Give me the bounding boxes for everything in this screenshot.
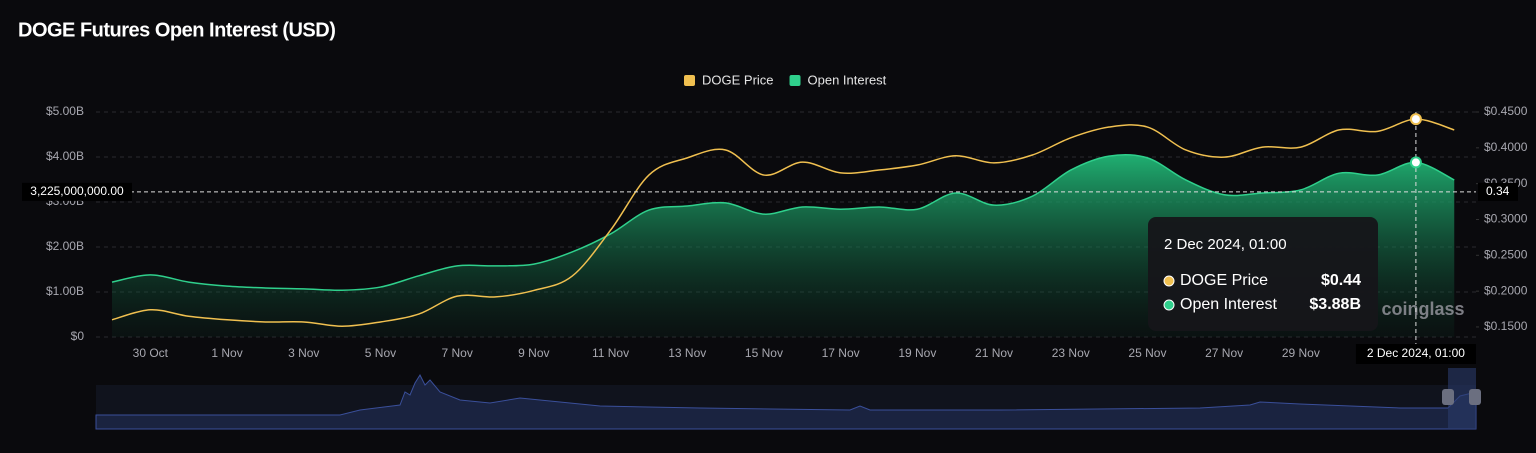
- y2-tick-label: $0.3000: [1484, 212, 1528, 226]
- legend-label[interactable]: Open Interest: [808, 72, 887, 87]
- y2-tick-label: $0.2500: [1484, 247, 1528, 261]
- crosshair-y2-box: [1478, 182, 1518, 201]
- x-tick-label: 23 Nov: [1052, 346, 1090, 360]
- y-tick-label: $4.00B: [46, 149, 84, 163]
- y-tick-label: $2.00B: [46, 239, 84, 253]
- y-tick-label: $5.00B: [46, 104, 84, 118]
- legend-swatch[interactable]: [789, 75, 801, 86]
- x-tick-label: 29 Nov: [1282, 346, 1320, 360]
- navigator-handle[interactable]: [1469, 389, 1481, 405]
- chart-title: DOGE Futures Open Interest (USD): [18, 19, 335, 41]
- y-tick-label: $0: [71, 329, 85, 343]
- x-tick-label: 17 Nov: [822, 346, 860, 360]
- y-tick-label: $1.00B: [46, 284, 84, 298]
- crosshair-y-label: 3,225,000,000.00: [30, 184, 124, 198]
- x-tick-label: 5 Nov: [365, 346, 396, 360]
- tooltip: 2 Dec 2024, 01:00 DOGE Price $0.44 Open Int…: [1148, 217, 1378, 331]
- x-tick-label: 15 Nov: [745, 346, 783, 360]
- crosshair-x-label: 2 Dec 2024, 01:00: [1367, 346, 1465, 360]
- tooltip-value: $3.88B: [1309, 296, 1361, 313]
- navigator-handle[interactable]: [1442, 389, 1454, 405]
- watermark: coinglass: [1381, 299, 1464, 319]
- x-tick-label: 30 Oct: [133, 346, 169, 360]
- tooltip-dot: [1163, 299, 1175, 311]
- tooltip-name: Open Interest: [1180, 296, 1278, 313]
- x-tick-label: 27 Nov: [1205, 346, 1243, 360]
- legend-label[interactable]: DOGE Price: [702, 72, 774, 87]
- tooltip-box: [1148, 217, 1378, 331]
- crosshair-x-box: [1355, 344, 1476, 364]
- x-tick-label: 7 Nov: [441, 346, 472, 360]
- plot: [111, 118, 1455, 337]
- y2-tick-label: $0.1500: [1484, 319, 1528, 333]
- area: [112, 154, 1455, 337]
- y2-tick-label: $0.4000: [1484, 140, 1528, 154]
- overlay: coinglass 3,225,000,000.00 0.34 2 Dec 2024,…: [22, 112, 1518, 364]
- hover-point: [1409, 156, 1422, 169]
- legend-swatch[interactable]: [684, 75, 695, 86]
- tooltip-dot: [1163, 275, 1175, 287]
- line: [111, 153, 1455, 291]
- x-tick-label: 19 Nov: [898, 346, 936, 360]
- crosshair-y-box: [22, 182, 132, 201]
- navigator-series: [95, 373, 1477, 430]
- x-tick-label: 3 Nov: [288, 346, 319, 360]
- y2-tick-label: $0.2000: [1484, 283, 1528, 297]
- hover-point: [1409, 113, 1422, 126]
- x-tick-label: 9 Nov: [518, 346, 549, 360]
- line: [111, 118, 1455, 328]
- x-tick-label: 11 Nov: [592, 346, 629, 360]
- x-tick-label: 25 Nov: [1128, 346, 1166, 360]
- legend[interactable]: DOGE Price Open Interest: [684, 72, 887, 87]
- x-tick-label: 1 Nov: [211, 346, 242, 360]
- tooltip-value: $0.44: [1321, 272, 1361, 289]
- x-tick-label: 13 Nov: [668, 346, 706, 360]
- crosshair-y2-label: 0.34: [1486, 184, 1510, 198]
- tooltip-title: 2 Dec 2024, 01:00: [1164, 236, 1287, 253]
- y2-tick-label: $0.4500: [1484, 104, 1528, 118]
- x-tick-label: 21 Nov: [975, 346, 1013, 360]
- tooltip-name: DOGE Price: [1180, 272, 1268, 289]
- navigator[interactable]: [95, 368, 1481, 430]
